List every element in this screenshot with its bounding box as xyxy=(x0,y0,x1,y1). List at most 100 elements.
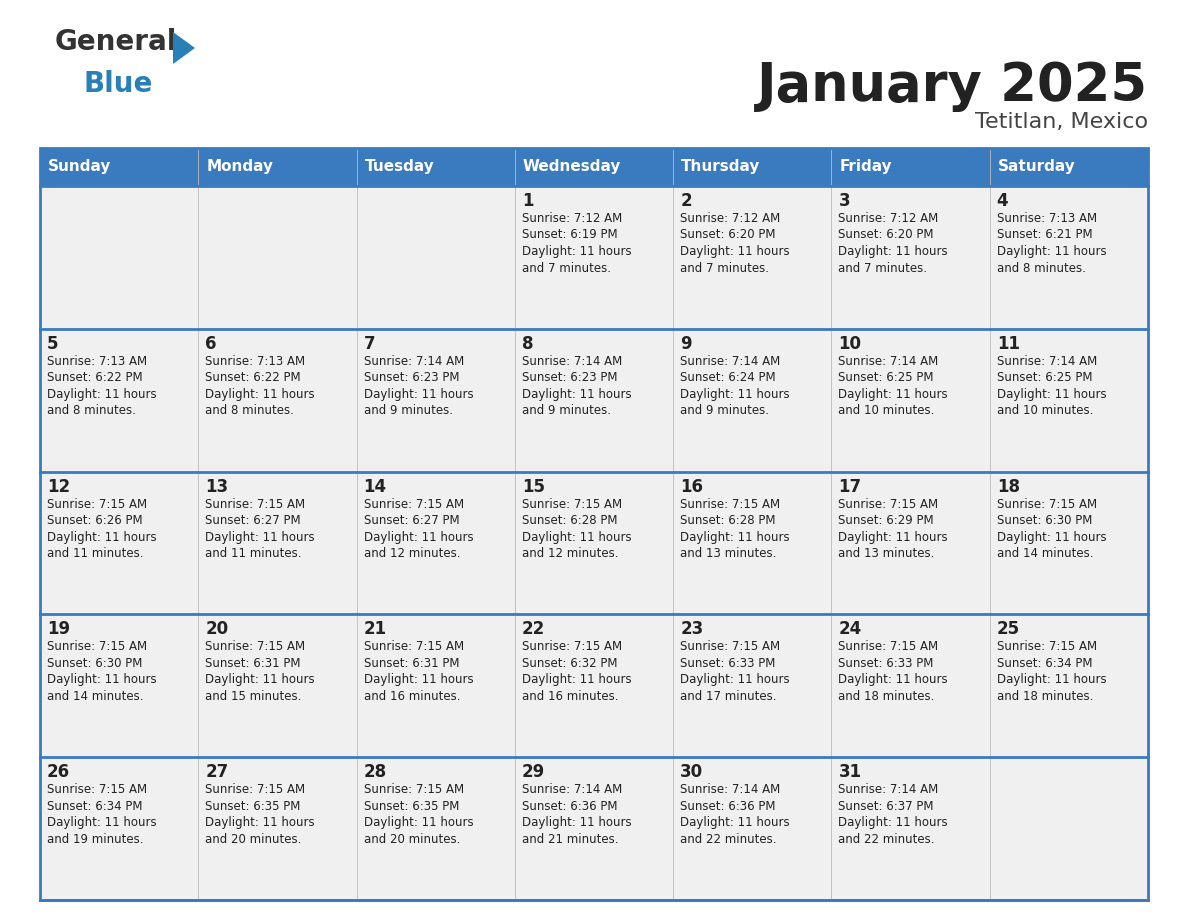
Text: Sunset: 6:20 PM: Sunset: 6:20 PM xyxy=(839,229,934,241)
Text: Daylight: 11 hours: Daylight: 11 hours xyxy=(206,816,315,829)
Text: 16: 16 xyxy=(681,477,703,496)
Text: Sunset: 6:26 PM: Sunset: 6:26 PM xyxy=(48,514,143,527)
Text: Sunrise: 7:15 AM: Sunrise: 7:15 AM xyxy=(206,783,305,796)
Text: 2: 2 xyxy=(681,192,691,210)
Text: Daylight: 11 hours: Daylight: 11 hours xyxy=(997,245,1106,258)
Text: Daylight: 11 hours: Daylight: 11 hours xyxy=(681,531,790,543)
Text: Sunday: Sunday xyxy=(48,160,112,174)
Text: Wednesday: Wednesday xyxy=(523,160,621,174)
Text: and 8 minutes.: and 8 minutes. xyxy=(997,262,1086,274)
Text: and 12 minutes.: and 12 minutes. xyxy=(364,547,460,560)
Text: 9: 9 xyxy=(681,335,691,353)
Text: Sunrise: 7:15 AM: Sunrise: 7:15 AM xyxy=(839,498,939,510)
Text: Daylight: 11 hours: Daylight: 11 hours xyxy=(48,816,157,829)
Text: Daylight: 11 hours: Daylight: 11 hours xyxy=(681,245,790,258)
Text: 20: 20 xyxy=(206,621,228,638)
Text: Sunrise: 7:15 AM: Sunrise: 7:15 AM xyxy=(206,641,305,654)
Bar xyxy=(40,472,1148,614)
Text: and 8 minutes.: and 8 minutes. xyxy=(206,404,295,418)
Text: Sunrise: 7:14 AM: Sunrise: 7:14 AM xyxy=(839,354,939,368)
Text: Sunrise: 7:12 AM: Sunrise: 7:12 AM xyxy=(839,212,939,225)
Text: 23: 23 xyxy=(681,621,703,638)
Text: and 20 minutes.: and 20 minutes. xyxy=(364,833,460,845)
Text: Sunset: 6:28 PM: Sunset: 6:28 PM xyxy=(522,514,618,527)
Text: 27: 27 xyxy=(206,763,228,781)
Text: and 18 minutes.: and 18 minutes. xyxy=(839,690,935,703)
Text: and 18 minutes.: and 18 minutes. xyxy=(997,690,1093,703)
Text: Sunrise: 7:14 AM: Sunrise: 7:14 AM xyxy=(364,354,463,368)
Text: and 22 minutes.: and 22 minutes. xyxy=(839,833,935,845)
Text: Sunrise: 7:15 AM: Sunrise: 7:15 AM xyxy=(681,641,781,654)
Text: Sunrise: 7:15 AM: Sunrise: 7:15 AM xyxy=(48,498,147,510)
Text: Sunrise: 7:14 AM: Sunrise: 7:14 AM xyxy=(839,783,939,796)
Text: and 11 minutes.: and 11 minutes. xyxy=(48,547,144,560)
Text: Daylight: 11 hours: Daylight: 11 hours xyxy=(48,387,157,401)
Text: and 13 minutes.: and 13 minutes. xyxy=(681,547,777,560)
Bar xyxy=(40,186,1148,329)
Text: Daylight: 11 hours: Daylight: 11 hours xyxy=(997,674,1106,687)
Text: Sunrise: 7:15 AM: Sunrise: 7:15 AM xyxy=(522,641,623,654)
Text: Sunset: 6:24 PM: Sunset: 6:24 PM xyxy=(681,371,776,385)
Text: and 20 minutes.: and 20 minutes. xyxy=(206,833,302,845)
Text: Sunrise: 7:15 AM: Sunrise: 7:15 AM xyxy=(48,783,147,796)
Text: 10: 10 xyxy=(839,335,861,353)
Text: Daylight: 11 hours: Daylight: 11 hours xyxy=(839,531,948,543)
Text: Sunset: 6:20 PM: Sunset: 6:20 PM xyxy=(681,229,776,241)
Text: and 8 minutes.: and 8 minutes. xyxy=(48,404,135,418)
Text: General: General xyxy=(55,28,177,56)
Text: Daylight: 11 hours: Daylight: 11 hours xyxy=(48,531,157,543)
Text: and 14 minutes.: and 14 minutes. xyxy=(997,547,1093,560)
Text: Sunrise: 7:14 AM: Sunrise: 7:14 AM xyxy=(522,783,623,796)
Text: Daylight: 11 hours: Daylight: 11 hours xyxy=(522,387,632,401)
Text: Daylight: 11 hours: Daylight: 11 hours xyxy=(681,816,790,829)
Text: Sunrise: 7:15 AM: Sunrise: 7:15 AM xyxy=(364,498,463,510)
Text: and 19 minutes.: and 19 minutes. xyxy=(48,833,144,845)
Text: Daylight: 11 hours: Daylight: 11 hours xyxy=(522,674,632,687)
Text: Sunrise: 7:15 AM: Sunrise: 7:15 AM xyxy=(48,641,147,654)
Bar xyxy=(40,614,1148,757)
Text: Monday: Monday xyxy=(207,160,273,174)
Text: Daylight: 11 hours: Daylight: 11 hours xyxy=(48,674,157,687)
Text: Daylight: 11 hours: Daylight: 11 hours xyxy=(364,387,473,401)
Text: Sunrise: 7:14 AM: Sunrise: 7:14 AM xyxy=(681,354,781,368)
Text: 1: 1 xyxy=(522,192,533,210)
Text: Sunset: 6:29 PM: Sunset: 6:29 PM xyxy=(839,514,934,527)
Text: 28: 28 xyxy=(364,763,387,781)
Text: and 7 minutes.: and 7 minutes. xyxy=(839,262,928,274)
Text: Sunset: 6:27 PM: Sunset: 6:27 PM xyxy=(364,514,460,527)
Text: and 16 minutes.: and 16 minutes. xyxy=(364,690,460,703)
Text: and 10 minutes.: and 10 minutes. xyxy=(839,404,935,418)
Bar xyxy=(40,329,1148,472)
Bar xyxy=(40,148,1148,186)
Text: 24: 24 xyxy=(839,621,861,638)
Text: 31: 31 xyxy=(839,763,861,781)
Text: and 12 minutes.: and 12 minutes. xyxy=(522,547,619,560)
Bar xyxy=(40,148,1148,900)
Text: 4: 4 xyxy=(997,192,1009,210)
Text: Sunset: 6:37 PM: Sunset: 6:37 PM xyxy=(839,800,934,812)
Text: 30: 30 xyxy=(681,763,703,781)
Text: Daylight: 11 hours: Daylight: 11 hours xyxy=(206,674,315,687)
Text: and 9 minutes.: and 9 minutes. xyxy=(522,404,611,418)
Text: Sunset: 6:31 PM: Sunset: 6:31 PM xyxy=(364,657,459,670)
Text: Sunrise: 7:14 AM: Sunrise: 7:14 AM xyxy=(522,354,623,368)
Text: 25: 25 xyxy=(997,621,1019,638)
Text: Daylight: 11 hours: Daylight: 11 hours xyxy=(839,674,948,687)
Text: Sunset: 6:23 PM: Sunset: 6:23 PM xyxy=(364,371,459,385)
Text: Sunrise: 7:15 AM: Sunrise: 7:15 AM xyxy=(364,641,463,654)
Text: 22: 22 xyxy=(522,621,545,638)
Text: 15: 15 xyxy=(522,477,545,496)
Text: 11: 11 xyxy=(997,335,1019,353)
Polygon shape xyxy=(173,32,195,64)
Text: Tuesday: Tuesday xyxy=(365,160,435,174)
Text: Sunrise: 7:15 AM: Sunrise: 7:15 AM xyxy=(839,641,939,654)
Text: and 9 minutes.: and 9 minutes. xyxy=(364,404,453,418)
Text: Friday: Friday xyxy=(840,160,892,174)
Text: and 15 minutes.: and 15 minutes. xyxy=(206,690,302,703)
Text: 18: 18 xyxy=(997,477,1019,496)
Text: Sunrise: 7:14 AM: Sunrise: 7:14 AM xyxy=(681,783,781,796)
Text: Sunrise: 7:13 AM: Sunrise: 7:13 AM xyxy=(48,354,147,368)
Text: January 2025: January 2025 xyxy=(757,60,1148,112)
Text: Sunrise: 7:13 AM: Sunrise: 7:13 AM xyxy=(206,354,305,368)
Text: Tetitlan, Mexico: Tetitlan, Mexico xyxy=(975,112,1148,132)
